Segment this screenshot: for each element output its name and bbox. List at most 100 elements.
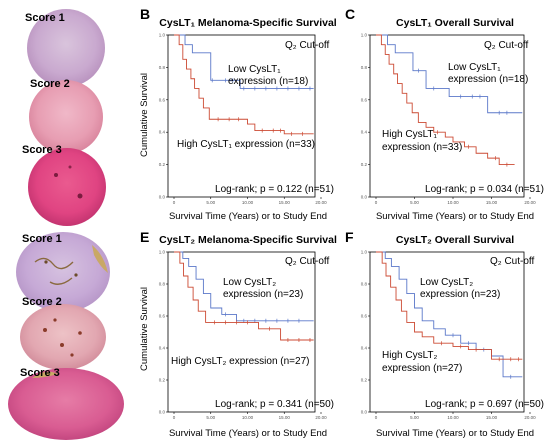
- y-tick-label: 0.8: [361, 65, 368, 70]
- y-tick-label: 1.0: [361, 33, 368, 38]
- km-chart-c: 0.0 0.2 0.4 0.6 0.8 1.0 0 5.00 10.00 15.00 20.00 C…: [361, 17, 544, 222]
- x-tick-label: 10.00: [242, 200, 254, 205]
- log-rank-stat: Log-rank; p = 0.697 (n=50): [425, 399, 544, 410]
- y-tick-label: 0.4: [361, 130, 368, 135]
- score-label-a2: Score 2: [30, 78, 70, 90]
- x-tick-label: 20.00: [315, 415, 327, 420]
- low-expression-label-line1: Low CysLT₁: [448, 62, 501, 73]
- x-tick-label: 5.00: [206, 200, 215, 205]
- y-tick-label: 0.0: [361, 410, 368, 415]
- y-tick-label: 0.0: [159, 195, 166, 200]
- high-expression-label-line1: High CysLT₁: [382, 129, 437, 140]
- low-expression-label-line1: Low CysLT₁: [228, 64, 281, 75]
- high-expression-label: High CysLT₁ expression (n=33): [177, 139, 315, 150]
- plot-area: 0.0 0.2 0.4 0.6 0.8 1.0 0 5.00 10.00 15.00 20.00: [159, 33, 327, 206]
- y-tick-label: 0.8: [361, 282, 368, 287]
- y-tick-label: 0.2: [159, 378, 166, 383]
- y-tick-label: 0.4: [361, 346, 368, 351]
- score-label-a1: Score 1: [25, 12, 65, 24]
- log-rank-stat: Log-rank; p = 0.034 (n=51): [425, 184, 544, 195]
- y-tick-label: 0.8: [159, 65, 166, 70]
- y-tick-label: 0.2: [361, 378, 368, 383]
- y-tick-label: 0.6: [361, 314, 368, 319]
- high-expression-label: High CysLT₂ expression (n=27): [171, 356, 309, 367]
- x-tick-label: 10.00: [447, 200, 459, 205]
- y-axis-label: Cumulative Survival: [139, 287, 150, 371]
- tissue-core-a2: [29, 80, 103, 154]
- x-axis-label: Survival Time (Years) or to Study End: [376, 211, 534, 222]
- y-tick-label: 0.4: [159, 346, 166, 351]
- chart-title: CysLT₁ Melanoma-Specific Survival: [159, 17, 337, 29]
- tissue-images: [0, 0, 130, 440]
- low-expression-label-line2: expression (n=18): [448, 74, 528, 85]
- low-expression-label-line1: Low CysLT₂: [223, 277, 276, 288]
- plot-frame: [167, 34, 316, 198]
- survival-curve-high: [376, 251, 523, 360]
- x-tick-label: 20.00: [524, 415, 536, 420]
- y-tick-label: 0.6: [159, 97, 166, 102]
- km-chart-b: 0.0 0.2 0.4 0.6 0.8 1.0 0 5.00 10.00 15.00 20.00 C…: [139, 17, 337, 222]
- low-expression-label-line2: expression (n=23): [420, 289, 500, 300]
- x-axis-label: Survival Time (Years) or to Study End: [169, 428, 327, 439]
- x-tick-label: 5.00: [206, 415, 215, 420]
- survival-curve-low: [174, 34, 314, 89]
- x-tick-label: 15.00: [279, 415, 291, 420]
- km-chart-f: 0.0 0.2 0.4 0.6 0.8 1.0 0 5.00 10.00 15.00 20.00 C…: [361, 234, 544, 439]
- cutoff-label: Q₂ Cut-off: [484, 40, 528, 51]
- y-axis-label: Cumulative Survival: [139, 73, 150, 157]
- low-expression-label-line2: expression (n=18): [228, 76, 308, 87]
- x-tick-label: 0: [375, 200, 378, 205]
- y-tick-label: 0.2: [159, 162, 166, 167]
- x-tick-label: 20.00: [315, 200, 327, 205]
- x-axis-label: Survival Time (Years) or to Study End: [169, 211, 327, 222]
- log-rank-stat: Log-rank; p = 0.341 (n=50): [215, 399, 334, 410]
- survival-curve-high: [376, 34, 515, 166]
- x-tick-label: 15.00: [486, 200, 498, 205]
- panel-label-e: E: [140, 229, 150, 245]
- x-tick-label: 15.00: [279, 200, 291, 205]
- survival-curve-high: [174, 251, 314, 341]
- plot-area: 0.0 0.2 0.4 0.6 0.8 1.0 0 5.00 10.00 15.00 20.00: [361, 250, 536, 421]
- tissue-core-d3: [8, 368, 124, 440]
- x-tick-label: 15.00: [486, 415, 498, 420]
- panel-label-b: B: [140, 6, 151, 22]
- y-tick-label: 0.6: [159, 314, 166, 319]
- plot-frame: [369, 34, 525, 198]
- survival-curve-low: [174, 251, 314, 322]
- chart-title: CysLT₁ Overall Survival: [396, 17, 514, 29]
- score-label-d2: Score 2: [22, 296, 62, 308]
- y-tick-label: 0.6: [361, 97, 368, 102]
- x-tick-label: 5.00: [410, 200, 419, 205]
- survival-curve-low: [376, 34, 523, 114]
- tissue-brown-edge: [92, 245, 108, 273]
- km-chart-e: 0.0 0.2 0.4 0.6 0.8 1.0 0 5.00 10.00 15.00 20.00 C…: [139, 234, 337, 439]
- score-label-a3: Score 3: [22, 144, 62, 156]
- cutoff-label: Q₂ Cut-off: [285, 40, 329, 51]
- y-tick-label: 1.0: [159, 250, 166, 255]
- tissue-core-a1: [27, 9, 105, 87]
- low-expression-label-line2: expression (n=23): [223, 289, 303, 300]
- tissue-core-a3: [28, 148, 106, 226]
- y-tick-label: 1.0: [159, 33, 166, 38]
- cutoff-label: Q₂ Cut-off: [285, 256, 329, 267]
- chart-title: CysLT₂ Melanoma-Specific Survival: [159, 234, 337, 246]
- y-tick-label: 0.0: [361, 195, 368, 200]
- y-tick-label: 0.4: [159, 130, 166, 135]
- log-rank-stat: Log-rank; p = 0.122 (n=51): [215, 184, 334, 195]
- plot-frame: [369, 251, 525, 413]
- y-tick-label: 1.0: [361, 250, 368, 255]
- high-expression-label-line1: High CysLT₂: [382, 350, 437, 361]
- score-label-d1: Score 1: [22, 233, 62, 245]
- y-tick-label: 0.8: [159, 282, 166, 287]
- survival-curve-high: [174, 34, 314, 135]
- tissue-core-d1: [16, 232, 110, 312]
- x-tick-label: 10.00: [447, 415, 459, 420]
- x-tick-label: 10.00: [242, 415, 254, 420]
- x-tick-label: 0: [375, 415, 378, 420]
- x-axis-label: Survival Time (Years) or to Study End: [376, 428, 534, 439]
- panel-label-f: F: [345, 229, 354, 245]
- y-tick-label: 0.0: [159, 410, 166, 415]
- x-tick-label: 20.00: [524, 200, 536, 205]
- panel-label-c: C: [345, 6, 356, 22]
- tissue-core-d2: [20, 304, 106, 370]
